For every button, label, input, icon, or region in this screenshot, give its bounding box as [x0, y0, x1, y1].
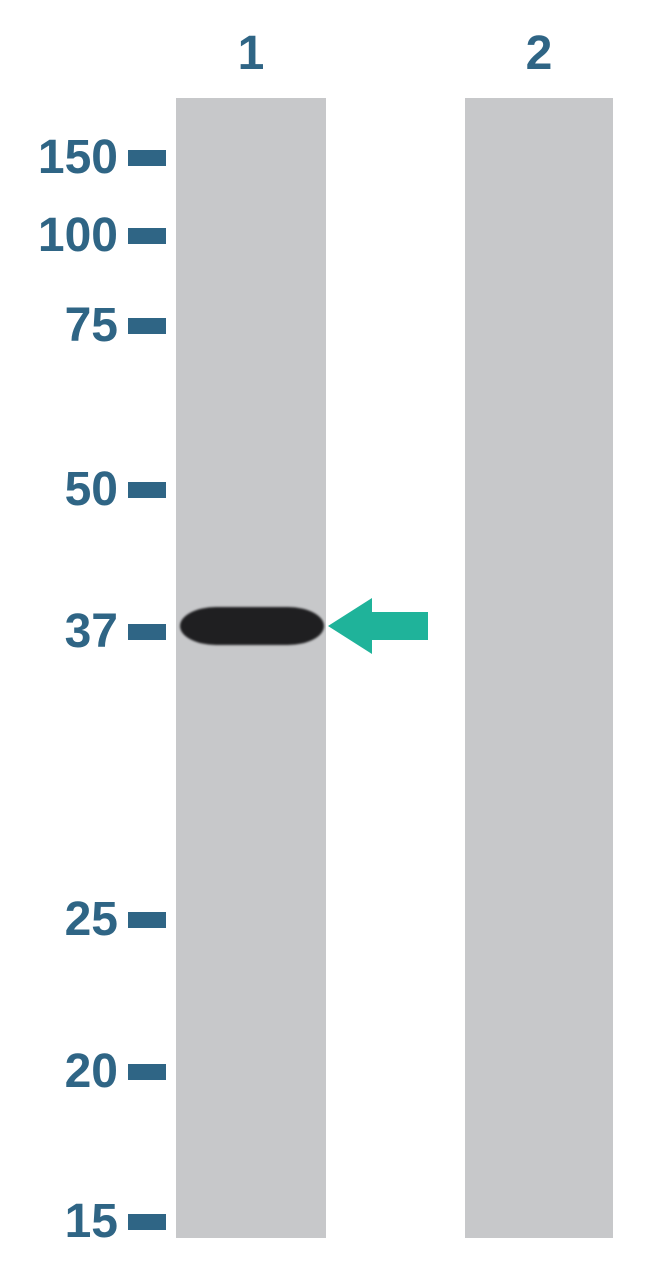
marker-20-tick	[128, 1064, 166, 1080]
lane-1-strip	[176, 98, 326, 1238]
marker-50-label: 50	[0, 462, 118, 517]
lane-2-header: 2	[465, 26, 613, 81]
lane-1-header: 1	[176, 26, 326, 81]
marker-100-tick	[128, 228, 166, 244]
marker-37-tick	[128, 624, 166, 640]
protein-band-lane1	[180, 607, 324, 645]
indicator-arrow	[328, 598, 428, 654]
marker-50-tick	[128, 482, 166, 498]
marker-25-label: 25	[0, 892, 118, 947]
marker-150-label: 150	[0, 130, 118, 185]
lane-2: 2	[465, 0, 613, 1270]
marker-25-tick	[128, 912, 166, 928]
marker-150-tick	[128, 150, 166, 166]
marker-75-label: 75	[0, 298, 118, 353]
marker-37-label: 37	[0, 604, 118, 659]
marker-15-tick	[128, 1214, 166, 1230]
arrow-icon	[328, 598, 428, 654]
western-blot: 1 2 150 100 75 50 37 25 20 15	[0, 0, 650, 1270]
marker-75-tick	[128, 318, 166, 334]
lane-2-strip	[465, 98, 613, 1238]
marker-20-label: 20	[0, 1044, 118, 1099]
marker-15-label: 15	[0, 1194, 118, 1249]
marker-100-label: 100	[0, 208, 118, 263]
